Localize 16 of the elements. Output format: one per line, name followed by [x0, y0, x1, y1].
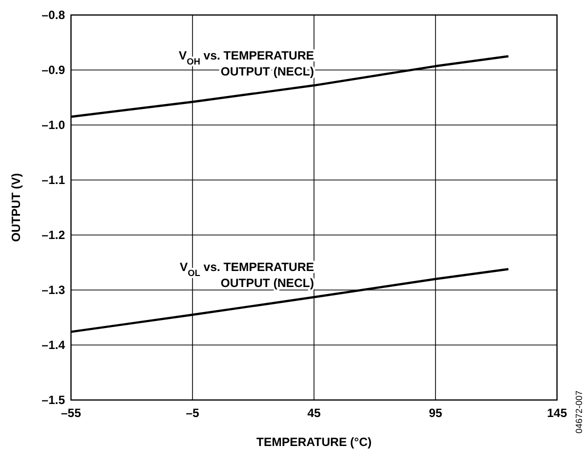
- x-tick-label: –55: [60, 406, 82, 420]
- y-tick-label: –0.9: [42, 63, 66, 77]
- x-tick-label: 145: [546, 406, 568, 420]
- text: 04672-007: [574, 390, 584, 434]
- x-tick-label: 45: [307, 406, 321, 420]
- y-tick-label: –1.5: [42, 393, 66, 407]
- y-axis-title: OUTPUT (V): [9, 173, 23, 242]
- x-tick-label: 95: [428, 406, 442, 420]
- y-tick-label: –1.1: [42, 173, 66, 187]
- x-axis-title: TEMPERATURE (°C): [256, 435, 372, 449]
- y-tick-label: –1.2: [42, 228, 66, 242]
- y-tick-label: –1.4: [42, 338, 66, 352]
- y-tick-label: –0.8: [42, 8, 66, 22]
- y-tick-label: –1.0: [42, 118, 66, 132]
- x-tick-label: –5: [186, 406, 200, 420]
- y-tick-label: –1.3: [42, 283, 66, 297]
